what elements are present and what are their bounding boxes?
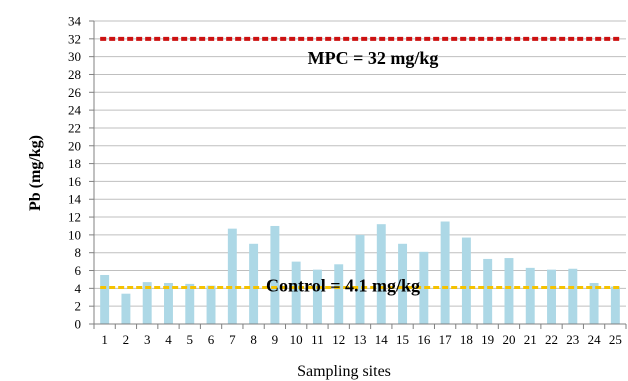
bar — [142, 282, 152, 324]
bar — [164, 283, 173, 324]
bar — [568, 268, 578, 324]
bar — [270, 225, 280, 324]
y-tick-label: 18 — [68, 156, 81, 171]
x-tick-label: 4 — [165, 332, 172, 347]
x-tick-label: 23 — [566, 332, 579, 347]
x-tick-label: 19 — [481, 332, 494, 347]
bar — [249, 243, 259, 324]
y-tick-label: 8 — [75, 245, 82, 260]
y-tick-label: 28 — [68, 67, 81, 82]
x-tick-label: 11 — [311, 332, 324, 347]
y-axis-title: Pb (mg/kg) — [27, 135, 44, 211]
x-tick-label: 22 — [545, 332, 558, 347]
annotations: MPC = 32 mg/kg Control = 4.1 mg/kg — [266, 48, 438, 296]
x-tick-label: 21 — [524, 332, 537, 347]
bar — [504, 258, 514, 324]
bar — [589, 283, 599, 324]
bar — [227, 228, 237, 324]
y-tick-label: 4 — [75, 281, 82, 296]
x-tick-label: 2 — [123, 332, 130, 347]
y-tick-label: 26 — [68, 85, 82, 100]
y-tick-label: 34 — [68, 14, 82, 29]
reference-line-label: Control = 4.1 mg/kg — [266, 275, 420, 295]
bar — [440, 221, 450, 324]
bar — [610, 286, 620, 324]
x-tick-labels: 1 2 3 4 5 6 7 8 9 10 11 12 13 14 15 16 17 18 19 20 21 22 23 24 2… — [93, 324, 627, 347]
x-axis-title: Sampling sites — [297, 363, 391, 380]
x-tick-label: 16 — [417, 332, 431, 347]
x-tick-label: 1 — [101, 332, 108, 347]
y-tick-label: 6 — [75, 263, 82, 278]
y-tick-label: 10 — [68, 227, 81, 242]
x-tick-label: 8 — [250, 332, 257, 347]
bar — [376, 224, 386, 324]
x-tick-label: 20 — [502, 332, 515, 347]
x-tick-label: 13 — [354, 332, 367, 347]
x-tick-label: 6 — [208, 332, 215, 347]
bar — [334, 264, 344, 324]
x-tick-label: 17 — [439, 332, 453, 347]
x-tick-label: 9 — [272, 332, 279, 347]
axes — [93, 21, 626, 325]
y-tick-label: 14 — [68, 192, 82, 207]
x-tick-label: 10 — [290, 332, 303, 347]
bars — [100, 221, 620, 324]
bar — [185, 283, 195, 324]
bar — [206, 285, 216, 324]
grid-lines — [94, 20, 626, 307]
bar — [547, 269, 556, 324]
y-tick-label: 24 — [68, 103, 82, 118]
y-tick-label: 0 — [75, 317, 82, 332]
reference-line-label: MPC = 32 mg/kg — [308, 48, 439, 68]
y-tick-label: 30 — [68, 49, 81, 64]
x-tick-label: 24 — [588, 332, 602, 347]
y-tick-label: 16 — [68, 174, 82, 189]
bar — [121, 293, 131, 324]
bar — [461, 237, 471, 324]
y-tick-label: 2 — [75, 299, 82, 314]
bar — [483, 258, 493, 324]
x-tick-label: 3 — [144, 332, 151, 347]
x-tick-label: 18 — [460, 332, 473, 347]
bar — [291, 261, 301, 324]
bar — [312, 269, 322, 324]
bar — [398, 243, 408, 324]
bar — [419, 251, 429, 324]
y-tick-label: 12 — [68, 210, 81, 225]
bar — [100, 274, 110, 324]
x-tick-label: 12 — [332, 332, 345, 347]
bar — [525, 267, 535, 324]
x-tick-label: 14 — [375, 332, 389, 347]
x-tick-label: 25 — [609, 332, 622, 347]
x-tick-label: 15 — [396, 332, 409, 347]
y-tick-label: 20 — [68, 138, 81, 153]
y-tick-label: 32 — [68, 31, 81, 46]
bar — [355, 234, 365, 324]
reference-lines — [100, 36, 620, 289]
x-tick-label: 5 — [187, 332, 194, 347]
x-tick-label: 7 — [229, 332, 236, 347]
y-tick-label: 22 — [68, 120, 81, 135]
